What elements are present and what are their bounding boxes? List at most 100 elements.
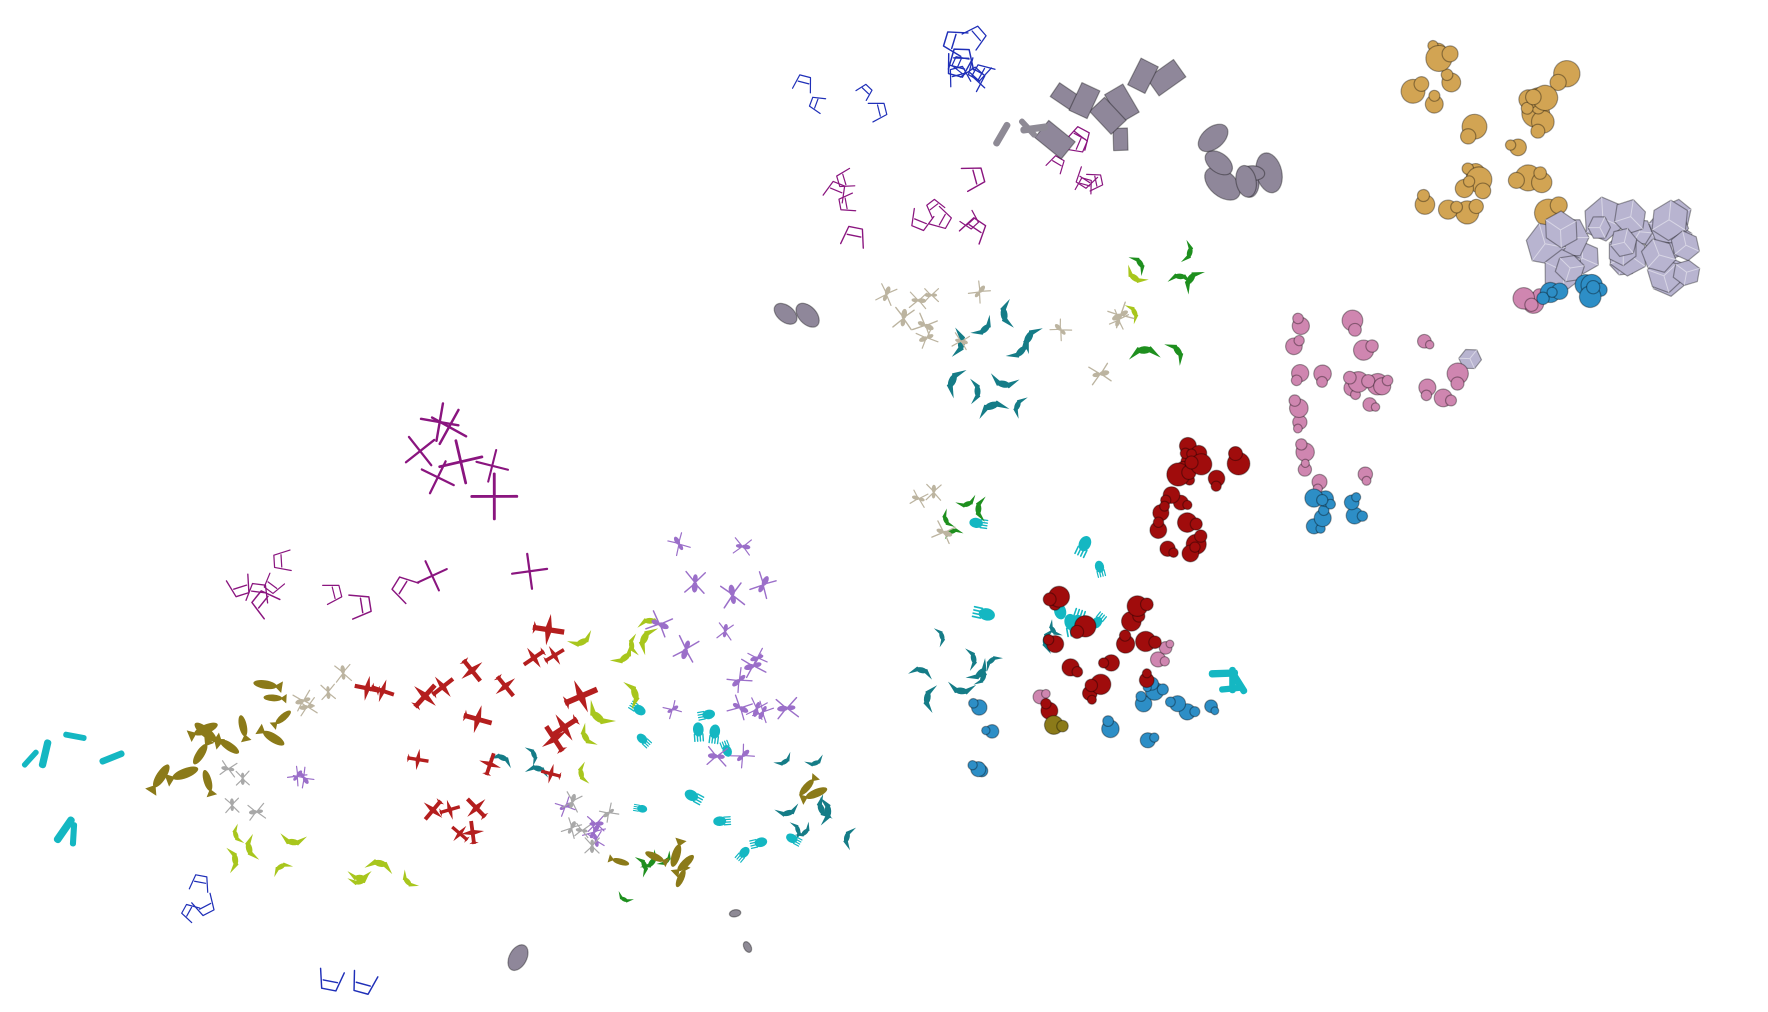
cyan-hand-icon bbox=[69, 822, 78, 847]
teal-animal-icon bbox=[947, 681, 977, 695]
olive-fish-icon bbox=[269, 710, 291, 730]
crimson-creature-icon bbox=[1184, 453, 1213, 476]
olive-fish-icon bbox=[263, 693, 287, 704]
violet-insect-icon bbox=[662, 700, 682, 720]
teal-animal-icon bbox=[933, 628, 946, 648]
purple-wire-icon bbox=[416, 560, 448, 592]
gray-block-icon bbox=[507, 944, 529, 972]
teal-animal-icon bbox=[923, 685, 938, 714]
teal-animal-icon bbox=[970, 378, 981, 405]
purple-wire-icon bbox=[404, 435, 436, 467]
crimson-creature-icon bbox=[1042, 633, 1065, 654]
cyan-hand-icon bbox=[692, 722, 705, 743]
yellow-jar-icon bbox=[1437, 199, 1464, 220]
cyan-hand-icon bbox=[1219, 684, 1244, 693]
purple-wire-icon bbox=[960, 167, 986, 193]
purple-wire-icon bbox=[838, 192, 857, 212]
red-plane-icon bbox=[532, 614, 565, 646]
azure-vase-icon bbox=[968, 697, 988, 716]
yellow-jar-icon bbox=[1504, 138, 1527, 157]
purple-wire-icon bbox=[225, 573, 250, 598]
lavender-box-icon bbox=[1651, 199, 1689, 242]
olive-fish-icon bbox=[212, 732, 240, 754]
olive-fish-icon bbox=[798, 787, 828, 805]
green-figure-icon bbox=[634, 857, 649, 878]
sand-creature-icon bbox=[931, 520, 956, 545]
cyan-hand-icon bbox=[684, 789, 705, 806]
stone-creature-icon bbox=[584, 837, 600, 854]
blue-wireframe-icon bbox=[942, 31, 969, 58]
crimson-creature-icon bbox=[1061, 658, 1084, 678]
pink-figure-icon bbox=[1297, 458, 1313, 477]
red-plane-icon bbox=[541, 725, 568, 755]
blue-wireframe-icon bbox=[353, 969, 379, 995]
purple-wire-icon bbox=[1086, 173, 1104, 192]
blue-wireframe-icon bbox=[191, 892, 215, 917]
lime-bird-icon bbox=[628, 633, 639, 656]
blue-wireframe-icon bbox=[867, 102, 888, 123]
pink-figure-icon bbox=[1288, 394, 1309, 419]
scatter-layer bbox=[21, 25, 1701, 995]
purple-wire-icon bbox=[836, 167, 856, 188]
crimson-creature-icon bbox=[1115, 629, 1136, 654]
pink-figure-icon bbox=[1292, 414, 1308, 434]
azure-vase-icon bbox=[1345, 506, 1369, 525]
teal-animal-icon bbox=[1013, 397, 1028, 419]
red-plane-icon bbox=[461, 820, 485, 845]
lavender-box-icon bbox=[1672, 259, 1701, 287]
violet-insect-icon bbox=[645, 610, 674, 638]
purple-wire-icon bbox=[245, 582, 269, 604]
crimson-creature-icon bbox=[1084, 673, 1112, 696]
purple-wire-icon bbox=[1065, 130, 1088, 153]
violet-insect-icon bbox=[586, 815, 605, 833]
cyan-hand-icon bbox=[632, 803, 648, 813]
stone-creature-icon bbox=[219, 760, 238, 778]
olive-fish-icon bbox=[238, 715, 252, 743]
blue-wireframe-icon bbox=[967, 57, 993, 82]
azure-vase-icon bbox=[1304, 488, 1329, 508]
crimson-creature-icon bbox=[1069, 615, 1097, 640]
violet-insect-icon bbox=[667, 532, 691, 557]
yellow-jar-icon bbox=[1530, 109, 1555, 139]
teal-animal-icon bbox=[1023, 328, 1043, 355]
violet-insect-icon bbox=[740, 653, 767, 679]
red-plane-icon bbox=[451, 825, 470, 843]
lime-bird-icon bbox=[590, 699, 617, 725]
lime-bird-icon bbox=[347, 870, 372, 881]
sand-creature-icon bbox=[924, 288, 940, 303]
purple-wire-icon bbox=[475, 448, 510, 483]
lavender-box-icon bbox=[1613, 198, 1647, 235]
sand-creature-icon bbox=[892, 306, 915, 331]
lavender-box-icon bbox=[1610, 227, 1638, 258]
teal-animal-icon bbox=[843, 827, 857, 851]
stone-creature-icon bbox=[235, 770, 250, 786]
crimson-creature-icon bbox=[1134, 630, 1162, 653]
sand-creature-icon bbox=[292, 689, 315, 712]
blue-wireframe-icon bbox=[961, 25, 987, 51]
red-plane-icon bbox=[370, 679, 395, 703]
pink-figure-icon bbox=[1373, 374, 1394, 396]
violet-insect-icon bbox=[706, 746, 729, 767]
sand-creature-icon bbox=[925, 483, 942, 501]
stone-creature-icon bbox=[247, 802, 267, 821]
teal-animal-icon bbox=[965, 648, 977, 672]
purple-wire-icon bbox=[511, 552, 549, 590]
crimson-creature-icon bbox=[1181, 541, 1201, 563]
stone-creature-icon bbox=[598, 802, 620, 823]
red-plane-icon bbox=[462, 705, 493, 734]
sand-creature-icon bbox=[320, 683, 336, 701]
blue-wireframe-icon bbox=[808, 96, 827, 115]
pink-figure-icon bbox=[1416, 333, 1435, 350]
lime-bird-icon bbox=[226, 847, 239, 874]
red-plane-icon bbox=[459, 657, 483, 683]
cyan-hand-icon bbox=[719, 739, 732, 757]
azure-vase-icon bbox=[1343, 492, 1362, 511]
steel-cylinder-icon bbox=[1020, 123, 1049, 134]
sand-creature-icon bbox=[967, 280, 991, 304]
cyan-hand-icon bbox=[734, 846, 750, 863]
purple-wire-icon bbox=[911, 207, 935, 232]
azure-vase-icon bbox=[1164, 695, 1187, 713]
cyan-hand-icon bbox=[21, 749, 39, 768]
cyan-hand-icon bbox=[1208, 669, 1239, 678]
cyan-hand-icon bbox=[38, 739, 52, 769]
